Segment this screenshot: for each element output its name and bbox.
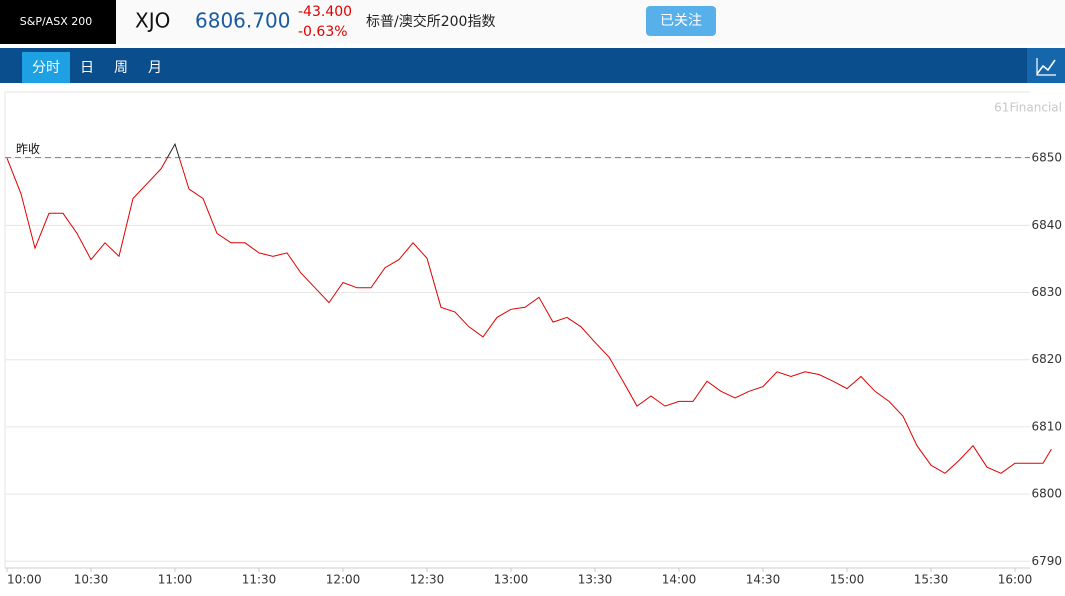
chart-icon-axes[interactable] bbox=[1036, 58, 1056, 76]
price-line bbox=[6, 142, 1052, 474]
chart-icon-button[interactable] bbox=[1027, 48, 1065, 83]
tab-label[interactable]: 日 bbox=[80, 60, 94, 76]
y-tick-label: 6830 bbox=[1031, 285, 1062, 299]
follow-button-label[interactable]: 已关注 bbox=[660, 13, 702, 29]
chart-icon[interactable] bbox=[1036, 59, 1056, 75]
tab-label[interactable]: 月 bbox=[148, 60, 162, 76]
tab-bar bbox=[0, 48, 1065, 83]
x-tick-label: 16:00 bbox=[998, 573, 1033, 587]
active-tab[interactable] bbox=[22, 52, 70, 83]
change: -43.400 bbox=[298, 4, 352, 20]
follow-button[interactable] bbox=[646, 6, 716, 36]
x-tick-label: 11:00 bbox=[158, 573, 193, 587]
y-tick-label: 6820 bbox=[1031, 352, 1062, 366]
x-tick-label: 15:00 bbox=[830, 573, 865, 587]
change-percent: -0.63% bbox=[298, 24, 348, 40]
header-bar bbox=[0, 0, 1065, 44]
x-tick-label: 12:30 bbox=[410, 573, 445, 587]
y-tick-label: 6840 bbox=[1031, 218, 1062, 232]
index-label: S&P/ASX 200 bbox=[20, 15, 92, 28]
x-tick-label: 15:30 bbox=[914, 573, 949, 587]
y-tick-label: 6790 bbox=[1031, 554, 1062, 568]
y-tick-label: 6850 bbox=[1031, 151, 1062, 165]
symbol: XJO bbox=[135, 9, 170, 33]
prev-close-label: 昨收 bbox=[16, 142, 40, 156]
x-tick-label: 10:30 bbox=[74, 573, 109, 587]
x-tick-label: 11:30 bbox=[242, 573, 277, 587]
tab-label[interactable]: 周 bbox=[114, 60, 128, 76]
x-tick-label: 13:00 bbox=[494, 573, 529, 587]
price: 6806.700 bbox=[195, 9, 290, 33]
index-name: 标普/澳交所200指数 bbox=[366, 13, 495, 30]
watermark: 61Financial bbox=[994, 101, 1062, 115]
index-badge bbox=[0, 0, 116, 44]
tab-label[interactable]: 分时 bbox=[32, 60, 60, 76]
x-tick-label: 10:00 bbox=[7, 573, 42, 587]
x-tick-label: 14:00 bbox=[662, 573, 697, 587]
x-tick-label: 14:30 bbox=[746, 573, 781, 587]
y-tick-label: 6810 bbox=[1031, 419, 1062, 433]
y-tick-label: 6800 bbox=[1031, 487, 1062, 501]
x-tick-label: 12:00 bbox=[326, 573, 361, 587]
x-tick-label: 13:30 bbox=[578, 573, 613, 587]
